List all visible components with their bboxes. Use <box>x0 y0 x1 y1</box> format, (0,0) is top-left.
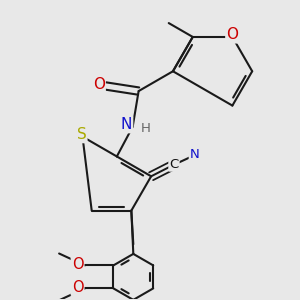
Text: C: C <box>169 158 178 171</box>
Text: O: O <box>72 280 83 295</box>
Text: N: N <box>190 148 200 161</box>
Text: O: O <box>72 257 83 272</box>
Text: H: H <box>140 122 150 135</box>
Text: O: O <box>93 77 105 92</box>
Text: N: N <box>121 117 132 132</box>
Text: S: S <box>76 127 86 142</box>
Text: O: O <box>226 27 238 42</box>
